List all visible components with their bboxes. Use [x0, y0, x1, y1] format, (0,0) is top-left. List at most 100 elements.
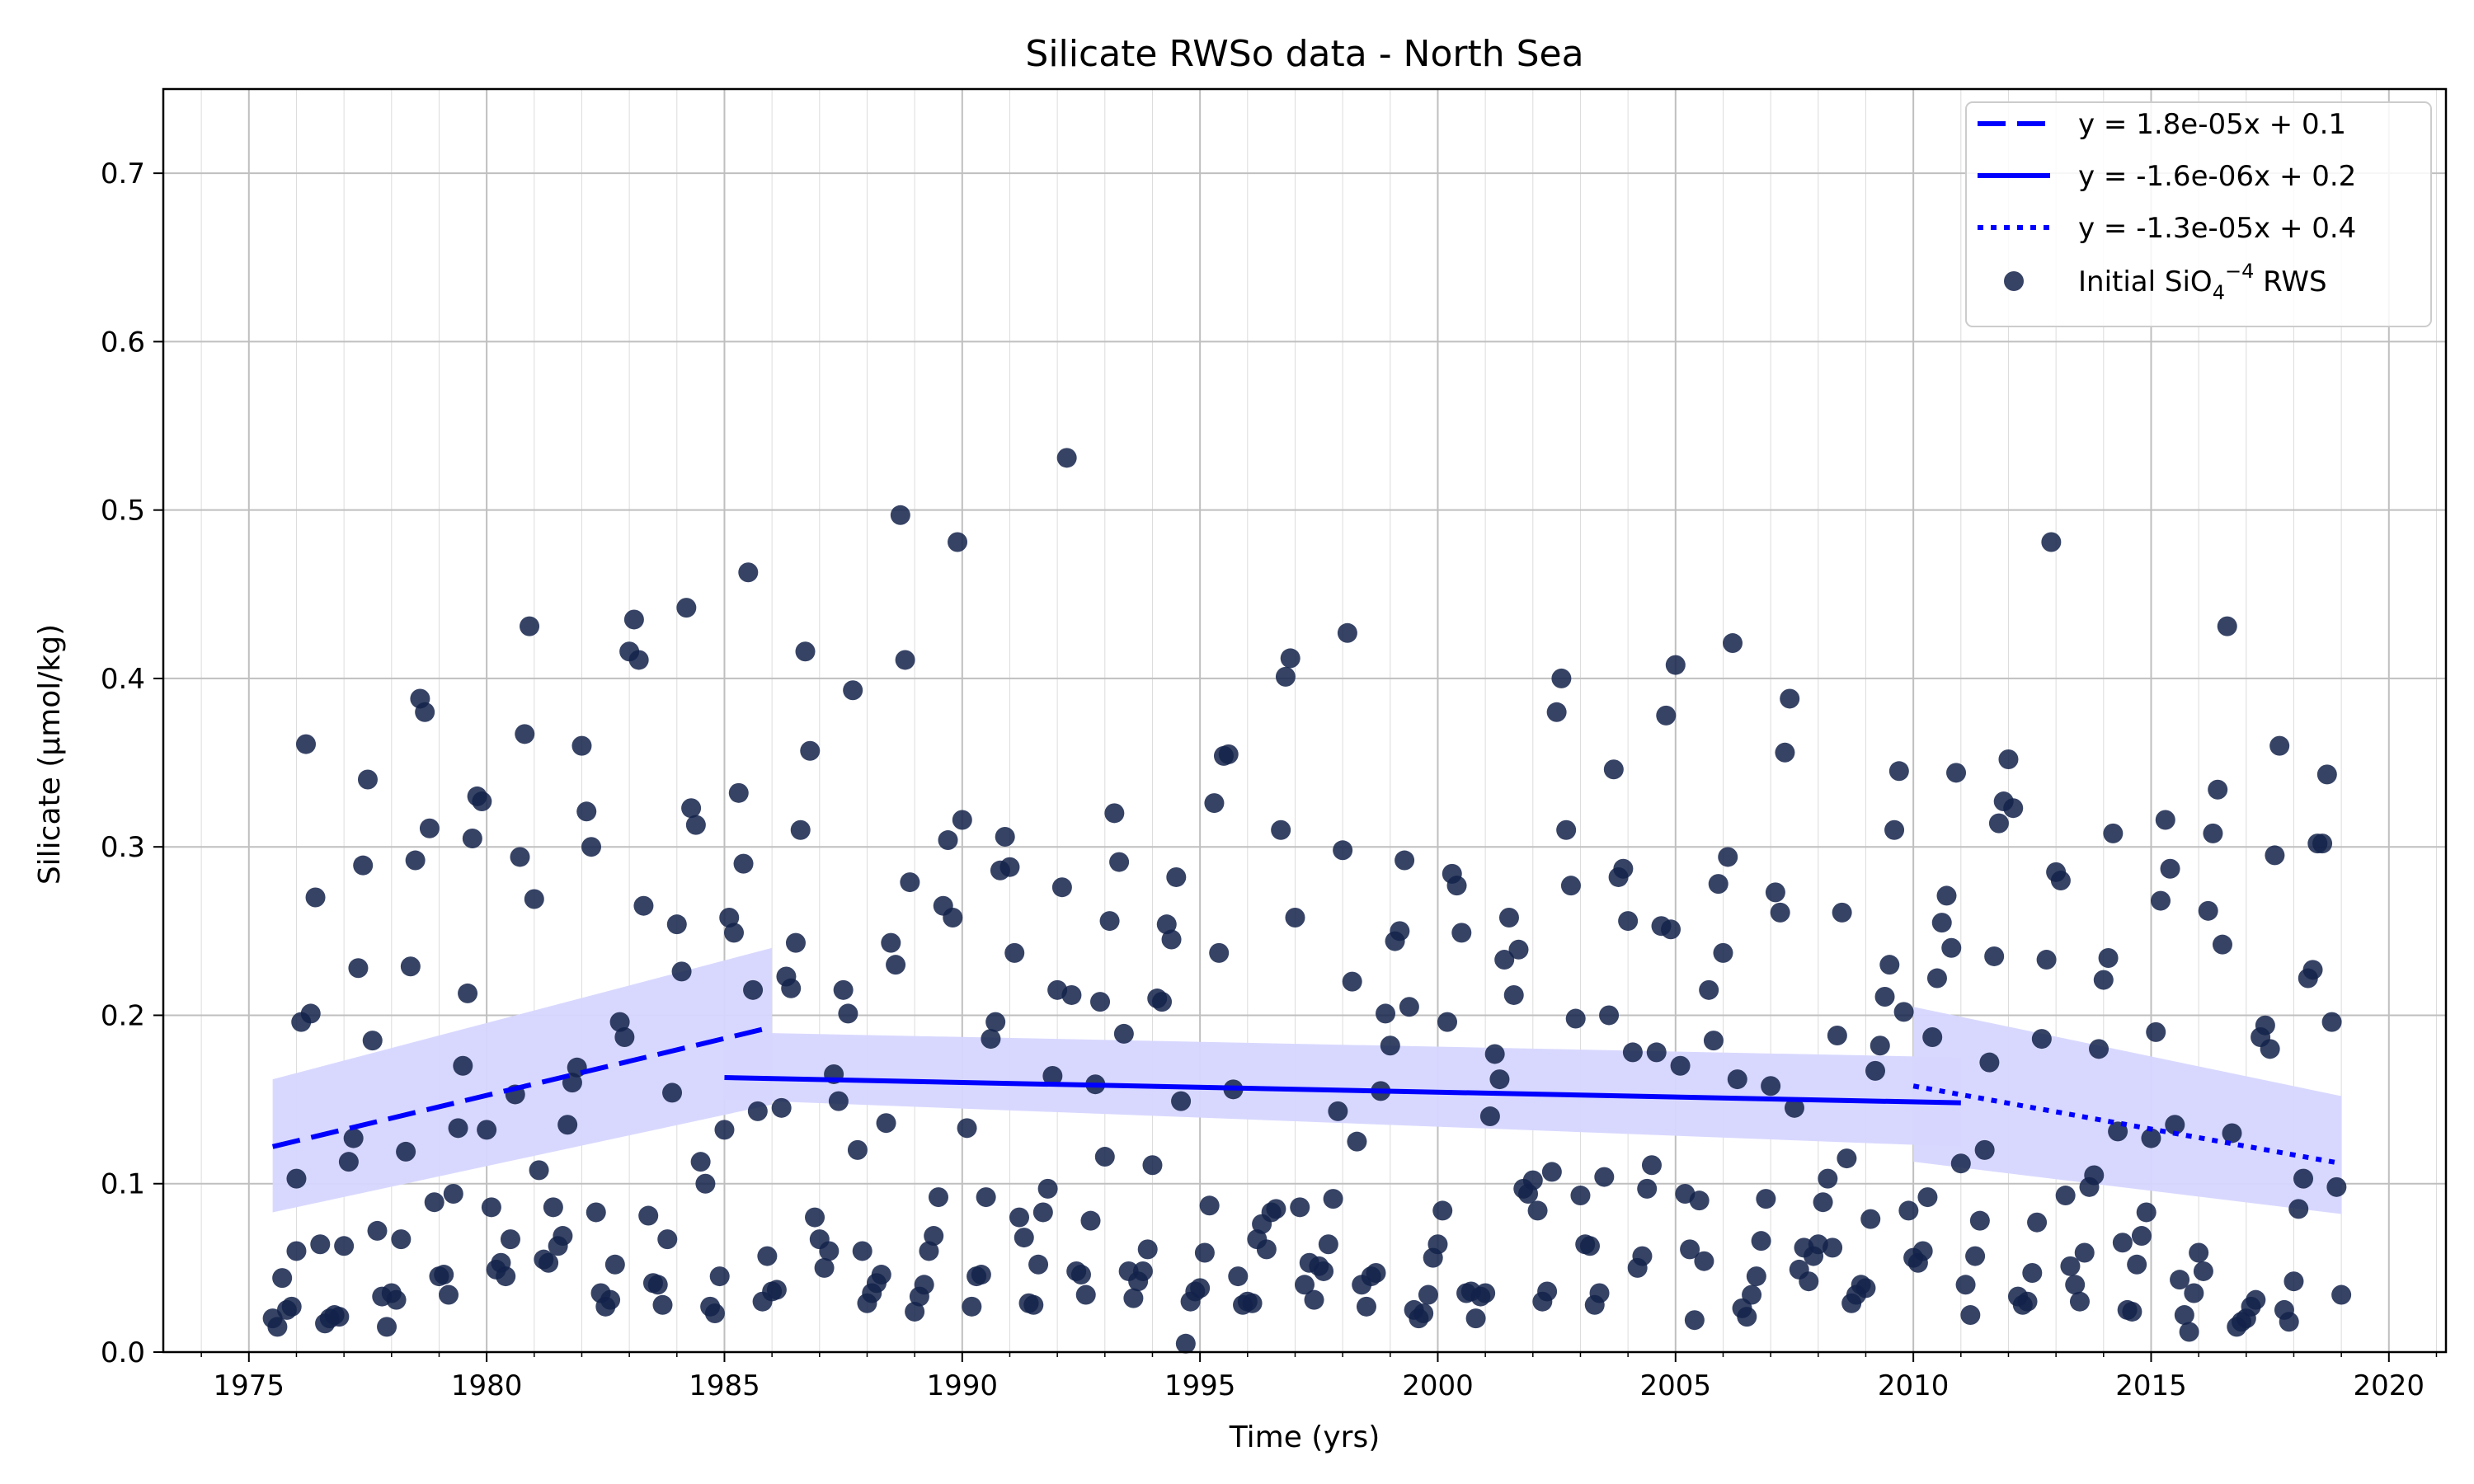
- scatter-point: [876, 1113, 896, 1134]
- scatter-point: [638, 1205, 659, 1226]
- scatter-point: [1570, 1186, 1591, 1206]
- scatter-point: [1342, 971, 1362, 992]
- scatter-point: [805, 1207, 825, 1228]
- scatter-point: [434, 1265, 454, 1285]
- scatter-point: [1090, 992, 1111, 1012]
- scatter-point: [1860, 1209, 1881, 1229]
- scatter-point: [1070, 1265, 1091, 1285]
- scatter-point: [1603, 759, 1624, 780]
- scatter-point: [2112, 1233, 2133, 1253]
- scatter-point: [1699, 979, 1719, 1000]
- scatter-point: [1922, 1027, 1943, 1048]
- scatter-point: [1061, 984, 1082, 1005]
- scatter-point: [1094, 1147, 1115, 1167]
- scatter-point: [1113, 1023, 1134, 1044]
- scatter-point: [529, 1160, 549, 1181]
- scatter-point: [919, 1241, 939, 1261]
- scatter-point: [1280, 648, 1300, 669]
- scatter-point: [695, 1173, 716, 1194]
- scatter-point: [2060, 1256, 2081, 1276]
- x-tick-label: 1985: [689, 1369, 760, 1402]
- legend: y = 1.8e-05x + 0.1 y = -1.6e-06x + 0.2 y =…: [1965, 101, 2432, 327]
- scatter-point: [1965, 1246, 1986, 1266]
- scatter-point: [2198, 900, 2218, 921]
- scatter-point: [1328, 1101, 1348, 1121]
- scatter-point: [1637, 1178, 1658, 1199]
- scatter-point: [453, 1055, 473, 1076]
- scatter-point: [539, 1252, 559, 1273]
- scatter-point: [1498, 907, 1519, 928]
- scatter-point: [2022, 1262, 2043, 1283]
- scatter-point: [1879, 955, 1900, 975]
- y-tick-label: 0.1: [101, 1168, 145, 1201]
- scatter-point: [652, 1294, 673, 1315]
- scatter-point: [2017, 1291, 2038, 1312]
- scatter-point: [1541, 1162, 1562, 1182]
- scatter-point: [1380, 1036, 1400, 1056]
- scatter-point: [604, 1254, 625, 1275]
- scatter-point: [1194, 1242, 1215, 1263]
- scatter-point: [999, 857, 1020, 877]
- scatter-point: [2179, 1322, 2199, 1342]
- y-tick-label: 0.3: [101, 831, 145, 864]
- scatter-point: [662, 1082, 683, 1103]
- scatter-point: [510, 847, 530, 867]
- scatter-point: [895, 650, 915, 670]
- scatter-point: [1009, 1207, 1029, 1228]
- scatter-point: [2050, 871, 2071, 891]
- x-axis-label: Time (yrs): [1229, 1421, 1380, 1454]
- scatter-point: [1756, 1189, 1776, 1209]
- scatter-point: [1337, 622, 1357, 643]
- scatter-point: [1799, 1271, 1819, 1292]
- scatter-point: [1837, 1148, 1857, 1169]
- scatter-point: [1694, 1251, 1714, 1271]
- scatter-point: [1418, 1284, 1438, 1305]
- scatter-point: [886, 955, 906, 975]
- scatter-point: [1366, 1262, 1386, 1283]
- scatter-point: [2255, 1015, 2275, 1036]
- scatter-point: [666, 914, 687, 935]
- scatter-point: [2093, 970, 2114, 990]
- scatter-point: [905, 1301, 925, 1322]
- scatter-point: [419, 818, 440, 838]
- scatter-point: [405, 850, 426, 871]
- scatter-point: [1646, 1042, 1667, 1063]
- x-tick-label: 2005: [1640, 1369, 1712, 1402]
- scatter-point: [1656, 705, 1677, 726]
- scatter-point: [943, 907, 963, 928]
- scatter-point: [310, 1234, 331, 1255]
- scatter-point: [1974, 1139, 1995, 1160]
- scatter-point: [1560, 876, 1581, 896]
- legend-label-3: y = -1.3e-05x + 0.4: [2078, 212, 2356, 245]
- scatter-point: [2122, 1301, 2142, 1322]
- scatter-point: [1613, 858, 1634, 879]
- scatter-point: [357, 769, 378, 790]
- scatter-point: [2103, 823, 2124, 843]
- scatter-point: [1522, 1170, 1543, 1190]
- scatter-point: [1546, 702, 1567, 722]
- x-tick-label: 2015: [2115, 1369, 2187, 1402]
- scatter-point: [1984, 946, 2005, 966]
- scatter-point: [1199, 1195, 1220, 1216]
- scatter-point: [1723, 633, 1743, 654]
- scatter-point: [1742, 1284, 1762, 1305]
- scatter-point: [2222, 1123, 2242, 1144]
- scatter-point: [439, 1284, 459, 1305]
- scatter-point: [353, 855, 374, 876]
- scatter-point: [1912, 1241, 1933, 1261]
- scatter-point: [2246, 1289, 2266, 1310]
- y-tick-label: 0.0: [101, 1336, 145, 1369]
- scatter-point: [1023, 1294, 1044, 1315]
- scatter-point: [367, 1220, 388, 1241]
- scatter-point: [1323, 1189, 1343, 1209]
- scatter-point: [2265, 845, 2285, 866]
- scatter-point: [1765, 882, 1785, 903]
- scatter-point: [781, 978, 802, 998]
- scatter-point: [524, 889, 544, 909]
- y-tick-label: 0.5: [101, 495, 145, 528]
- scatter-point: [1451, 923, 1472, 943]
- scatter-point: [962, 1296, 982, 1317]
- scatter-point: [681, 798, 702, 819]
- scatter-point: [1527, 1200, 1548, 1221]
